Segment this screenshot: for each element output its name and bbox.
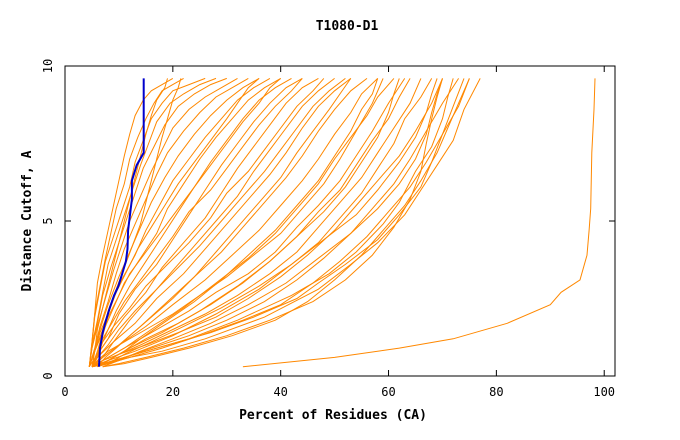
series-line-29 bbox=[91, 78, 470, 368]
x-tick-label: 0 bbox=[61, 385, 68, 399]
x-tick-label: 60 bbox=[381, 385, 395, 399]
series-line-10 bbox=[91, 78, 335, 367]
y-axis-label: Distance Cutoff, A bbox=[20, 150, 35, 291]
series-line-32 bbox=[91, 78, 325, 367]
series-line-43 bbox=[102, 78, 443, 368]
series-line-42 bbox=[97, 78, 352, 368]
series-line-22 bbox=[88, 77, 184, 367]
series-line-25 bbox=[91, 78, 406, 368]
series-line-37 bbox=[91, 78, 168, 367]
chart-title: T1080-D1 bbox=[316, 19, 379, 34]
x-tick-label: 80 bbox=[489, 385, 503, 399]
series-line-17 bbox=[88, 77, 249, 367]
y-tick-label: 10 bbox=[41, 59, 55, 73]
y-axis-ticks: 0 5 10 bbox=[41, 59, 615, 380]
series-line-12 bbox=[91, 77, 303, 367]
x-tick-label: 100 bbox=[593, 385, 615, 399]
x-axis-label: Percent of Residues (CA) bbox=[239, 408, 427, 423]
series-line-highlight bbox=[98, 78, 145, 367]
series-line-40 bbox=[102, 78, 443, 368]
series-line-35 bbox=[91, 78, 260, 367]
series-line-19 bbox=[88, 77, 227, 367]
series-line-41 bbox=[97, 78, 379, 368]
series-line-26 bbox=[91, 78, 422, 368]
x-tick-label: 20 bbox=[166, 385, 180, 399]
series-line-44 bbox=[102, 78, 470, 368]
series-line-4 bbox=[91, 78, 433, 368]
series-line-33 bbox=[91, 78, 303, 367]
y-tick-label: 0 bbox=[41, 372, 55, 379]
series-line-7 bbox=[91, 78, 379, 368]
x-axis-ticks: 0 20 40 60 80 100 bbox=[61, 66, 615, 399]
series-line-6 bbox=[91, 78, 395, 368]
plot-frame bbox=[64, 65, 616, 377]
series-line-30 bbox=[97, 78, 465, 368]
series-line-38 bbox=[97, 78, 400, 368]
series-line-24 bbox=[91, 78, 384, 368]
series-line-27 bbox=[91, 78, 443, 368]
series-line-34 bbox=[91, 78, 282, 367]
plot-lines bbox=[88, 77, 596, 368]
series-line-11 bbox=[91, 77, 319, 367]
series-line-39 bbox=[97, 78, 438, 368]
series-line-21 bbox=[88, 77, 206, 367]
series-line-16 bbox=[88, 77, 260, 367]
x-tick-label: 40 bbox=[273, 385, 287, 399]
series-line-9 bbox=[91, 78, 352, 368]
series-line-1 bbox=[242, 78, 596, 368]
series-line-31 bbox=[91, 78, 346, 367]
series-line-23 bbox=[88, 77, 174, 367]
y-tick-label: 5 bbox=[41, 217, 55, 224]
